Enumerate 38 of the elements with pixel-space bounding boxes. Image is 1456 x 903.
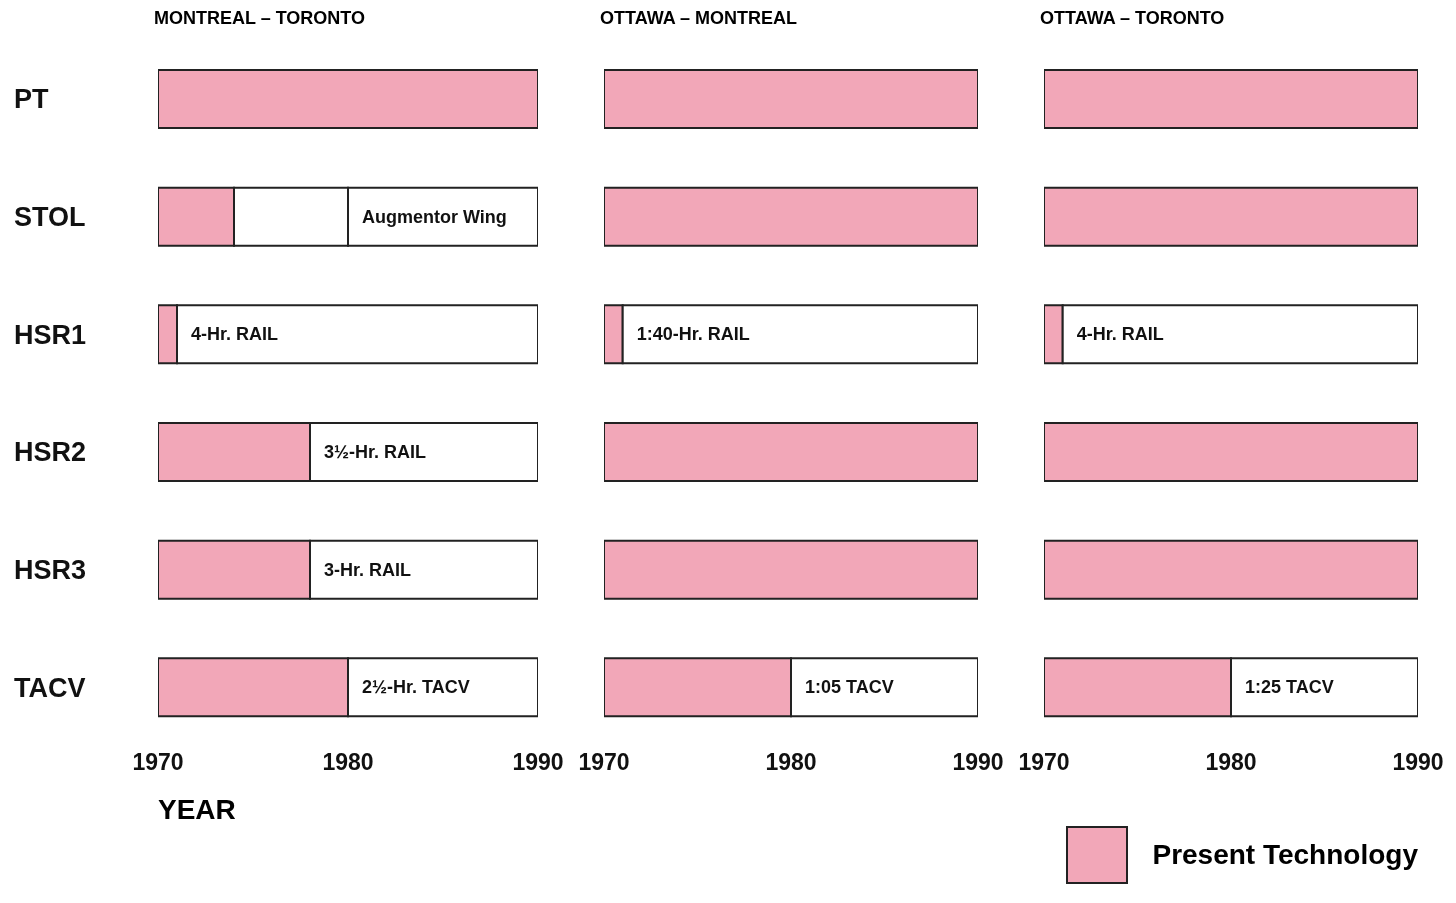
x-tick-label: 1970 <box>1018 749 1070 776</box>
y-tick-label: HSR2 <box>14 437 87 468</box>
x-tick-label: 1980 <box>322 749 374 776</box>
annotation: 2½-Hr. TACV <box>362 677 470 698</box>
x-axis-title: YEAR <box>158 794 237 826</box>
y-tick-label: HSR1 <box>14 319 87 350</box>
x-tick-label: 1990 <box>952 749 1004 776</box>
x-tick-label: 1980 <box>1205 749 1257 776</box>
chart-title: OTTAWA – MONTREAL <box>600 8 798 30</box>
y-tick-label: PT <box>14 84 50 115</box>
annotation: 3½-Hr. RAIL <box>324 441 427 462</box>
x-tick-label: 1990 <box>512 749 564 776</box>
annotation: 4-Hr. RAIL <box>1076 324 1164 345</box>
annotation: 1:05 TACV <box>805 677 894 698</box>
annotation: 4-Hr. RAIL <box>191 324 279 345</box>
x-tick-label: 1980 <box>765 749 817 776</box>
y-tick-label: TACV <box>14 672 86 703</box>
x-tick-label: 1970 <box>578 749 630 776</box>
annotation: 3-Hr. RAIL <box>324 559 412 580</box>
bar <box>1044 422 1418 482</box>
bar <box>1044 539 1418 600</box>
annotation: 1:25 TACV <box>1245 677 1334 698</box>
y-tick-label: STOL <box>14 202 86 233</box>
bar <box>604 69 978 129</box>
x-tick-label: 1990 <box>1392 749 1444 776</box>
bar <box>604 422 978 482</box>
y-tick-label: HSR3 <box>14 555 87 586</box>
annotation: 1:40-Hr. RAIL <box>636 324 750 345</box>
legend-label: Present Technology <box>1152 839 1418 871</box>
bar <box>158 69 538 129</box>
bar <box>604 186 978 247</box>
bar <box>604 539 978 600</box>
chart-title: OTTAWA – TORONTO <box>1040 8 1226 30</box>
annotation: Augmentor Wing <box>362 206 507 227</box>
bar <box>1044 186 1418 247</box>
chart-title: MONTREAL – TORONTO <box>154 8 367 30</box>
bar <box>1044 69 1418 129</box>
x-tick-label: 1970 <box>132 749 184 776</box>
